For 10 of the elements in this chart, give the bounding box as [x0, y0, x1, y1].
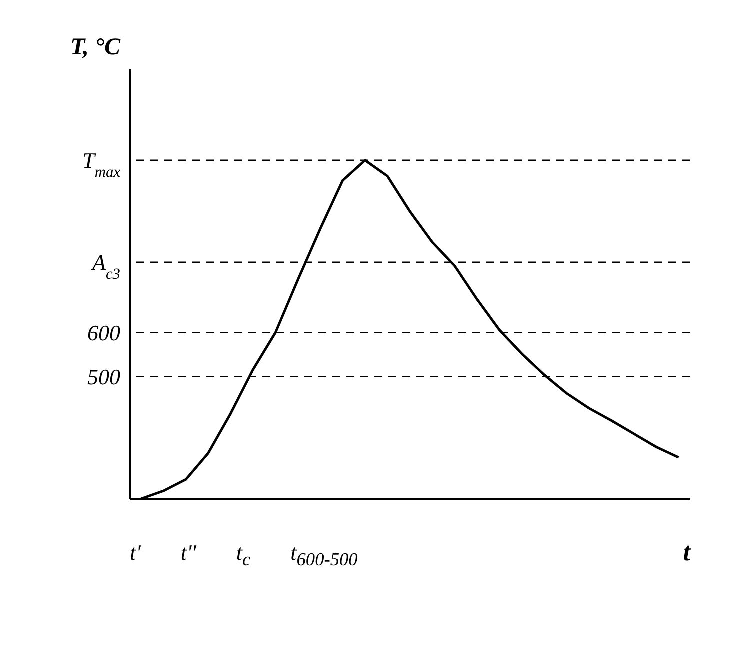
y-tick-label: A$_{c3}$ [90, 250, 121, 282]
y-tick-label: 600 [88, 320, 120, 346]
text: t$_{c}$ [236, 540, 251, 570]
text: t' [130, 540, 141, 567]
text: t$_{600-500}$ [290, 540, 358, 570]
y-axis-title: T, °C [70, 34, 122, 60]
y-tick-label: 500 [88, 364, 120, 390]
y-tick-label: T$_{max}$ [82, 148, 121, 180]
x-axis-title: t [683, 538, 692, 566]
text: t'' [180, 540, 196, 567]
